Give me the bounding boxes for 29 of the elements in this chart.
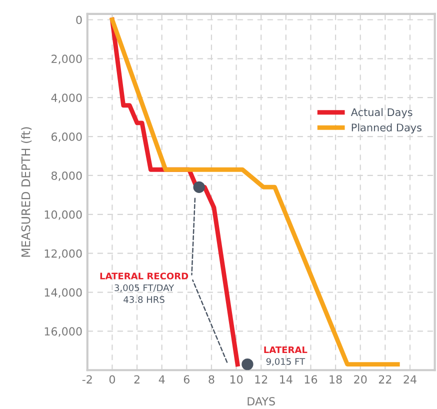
annotation: LATERAL 9,015 FT — [264, 346, 308, 366]
y-tick-label: 10,000 — [44, 210, 82, 220]
y-tick-label: 12,000 — [44, 249, 82, 259]
x-tick-label: 14 — [280, 375, 292, 384]
x-tick-label: 6 — [184, 375, 190, 384]
x-axis-title: DAYS — [248, 397, 275, 406]
y-tick-label: 0 — [76, 16, 82, 24]
x-tick-label: 20 — [354, 375, 367, 384]
x-tick-label: -2 — [82, 375, 92, 384]
x-tick-label: 10 — [230, 375, 243, 384]
x-tick-label: 0 — [109, 375, 116, 384]
y-tick-label: 2,000 — [52, 54, 82, 64]
x-tick-label: 22 — [378, 375, 392, 384]
y-tick-label: 16,000 — [44, 327, 82, 337]
x-tick-label: 2 — [134, 375, 140, 384]
x-tick-label: 24 — [404, 375, 416, 384]
x-tick-label: 16 — [304, 375, 318, 384]
y-tick-label: 8,000 — [51, 171, 82, 181]
legend-label: Actual Days — [350, 108, 412, 118]
x-tick-label: 8 — [208, 375, 214, 384]
y-tick-label: 4,000 — [51, 94, 82, 104]
y-tick-label: 14,000 — [44, 288, 82, 298]
x-tick-label: 18 — [330, 375, 342, 384]
x-tick-label: 4 — [158, 375, 165, 384]
y-axis-title: MEASURED DEPTH (ft) — [21, 127, 32, 257]
x-tick-label: 12 — [255, 375, 268, 384]
annotation: LATERAL RECORD 3,005 FT/DAY 43.8 HRS — [100, 272, 188, 303]
y-tick-label: 6,000 — [52, 132, 82, 142]
legend-label: Planned Days — [352, 123, 422, 134]
